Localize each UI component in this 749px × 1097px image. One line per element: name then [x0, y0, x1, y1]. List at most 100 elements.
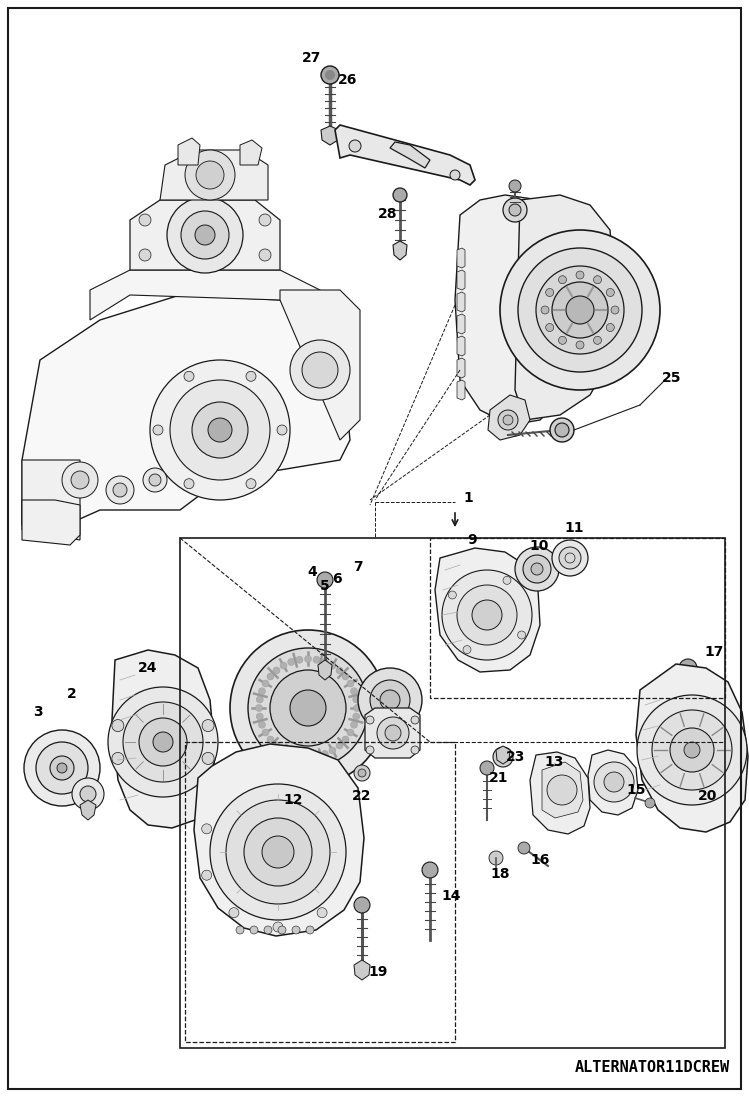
Circle shape	[354, 765, 370, 781]
Text: 12: 12	[283, 793, 303, 807]
Circle shape	[370, 680, 410, 720]
Circle shape	[305, 656, 312, 663]
Circle shape	[366, 716, 374, 724]
Circle shape	[246, 478, 256, 488]
Circle shape	[670, 728, 714, 772]
Circle shape	[559, 547, 581, 569]
Circle shape	[57, 764, 67, 773]
Circle shape	[181, 211, 229, 259]
Circle shape	[112, 720, 124, 732]
Circle shape	[108, 687, 218, 798]
Polygon shape	[457, 292, 465, 312]
Circle shape	[329, 747, 336, 754]
Circle shape	[351, 688, 357, 694]
Circle shape	[480, 761, 494, 774]
Circle shape	[24, 730, 100, 806]
Circle shape	[230, 630, 386, 785]
Circle shape	[149, 474, 161, 486]
Circle shape	[377, 717, 409, 749]
Text: 13: 13	[545, 755, 564, 769]
Circle shape	[385, 725, 401, 740]
Circle shape	[450, 170, 460, 180]
Circle shape	[277, 425, 287, 436]
Text: 5: 5	[320, 579, 330, 593]
Circle shape	[256, 695, 263, 703]
Circle shape	[185, 150, 235, 200]
Circle shape	[509, 204, 521, 216]
Circle shape	[270, 670, 346, 746]
Circle shape	[153, 732, 173, 753]
Text: 6: 6	[333, 572, 342, 586]
Polygon shape	[335, 125, 475, 185]
Circle shape	[296, 753, 303, 760]
Circle shape	[292, 926, 300, 934]
Bar	[430, 538, 725, 698]
Circle shape	[342, 672, 349, 680]
Polygon shape	[457, 314, 465, 333]
Circle shape	[393, 188, 407, 202]
Circle shape	[202, 720, 214, 732]
Text: 14: 14	[441, 889, 461, 903]
Circle shape	[288, 658, 295, 666]
Circle shape	[336, 742, 343, 749]
Circle shape	[559, 275, 566, 284]
Circle shape	[139, 214, 151, 226]
Polygon shape	[390, 142, 430, 168]
Text: 21: 21	[489, 771, 509, 785]
Text: 2: 2	[67, 687, 77, 701]
Circle shape	[503, 197, 527, 222]
Circle shape	[550, 418, 574, 442]
Text: 11: 11	[564, 521, 583, 535]
Circle shape	[267, 672, 274, 680]
Circle shape	[422, 862, 438, 878]
Bar	[185, 742, 455, 1042]
Circle shape	[296, 656, 303, 664]
Text: 17: 17	[704, 645, 724, 659]
Polygon shape	[457, 270, 465, 290]
Circle shape	[290, 690, 326, 726]
Text: 19: 19	[369, 965, 388, 979]
Circle shape	[208, 418, 232, 442]
Circle shape	[449, 591, 456, 599]
Circle shape	[329, 663, 336, 669]
Circle shape	[472, 600, 502, 630]
Circle shape	[541, 306, 549, 314]
Text: 23: 23	[506, 750, 526, 764]
Circle shape	[244, 818, 312, 886]
Text: 20: 20	[698, 789, 718, 803]
Text: 10: 10	[530, 539, 549, 553]
Circle shape	[273, 921, 283, 932]
Circle shape	[349, 140, 361, 152]
Circle shape	[442, 570, 532, 660]
Circle shape	[305, 754, 312, 760]
Circle shape	[463, 646, 471, 654]
Circle shape	[489, 851, 503, 866]
Polygon shape	[636, 664, 748, 832]
Polygon shape	[515, 195, 615, 420]
Circle shape	[347, 680, 354, 687]
Polygon shape	[588, 750, 638, 815]
Text: 15: 15	[626, 783, 646, 798]
Circle shape	[256, 713, 263, 720]
Circle shape	[336, 667, 343, 674]
Circle shape	[325, 70, 335, 80]
Polygon shape	[488, 395, 530, 440]
Circle shape	[347, 730, 354, 736]
Circle shape	[645, 798, 655, 808]
Text: 25: 25	[662, 371, 682, 385]
Circle shape	[236, 926, 244, 934]
Text: 3: 3	[33, 705, 43, 719]
Circle shape	[280, 663, 287, 669]
Circle shape	[652, 710, 732, 790]
Polygon shape	[22, 460, 80, 540]
Circle shape	[457, 585, 517, 645]
Circle shape	[201, 824, 212, 834]
Circle shape	[262, 680, 269, 687]
Polygon shape	[130, 200, 280, 270]
Circle shape	[229, 907, 239, 918]
Polygon shape	[435, 548, 540, 672]
Circle shape	[321, 658, 328, 666]
Polygon shape	[701, 700, 719, 722]
Circle shape	[317, 572, 333, 588]
Circle shape	[139, 719, 187, 766]
